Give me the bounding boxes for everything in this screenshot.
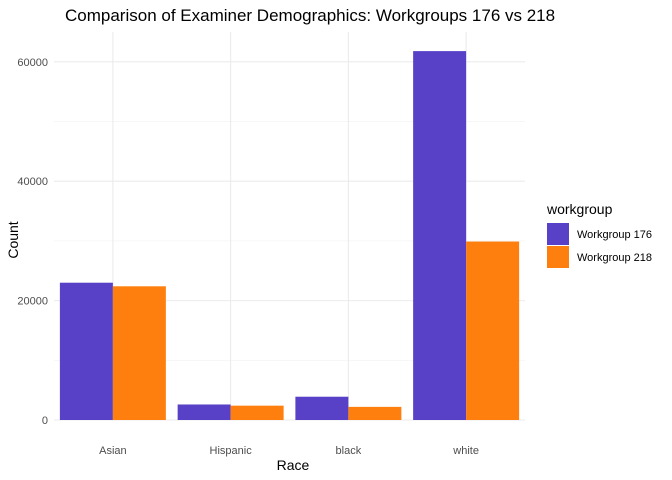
legend-swatch xyxy=(547,246,569,268)
legend-title: workgroup xyxy=(546,201,613,217)
bar xyxy=(230,405,284,420)
bar xyxy=(348,406,402,420)
y-tick-label: 20000 xyxy=(17,296,48,308)
bar xyxy=(413,51,467,421)
bar xyxy=(466,241,520,420)
bar xyxy=(177,404,231,420)
x-tick-label: Asian xyxy=(99,445,127,457)
y-axis-ticks: 0 20000 40000 60000 xyxy=(17,57,48,427)
y-tick-label: 60000 xyxy=(17,57,48,69)
y-tick-label: 40000 xyxy=(17,176,48,188)
bars xyxy=(59,51,520,421)
legend-label: Workgroup 176 xyxy=(577,229,652,241)
x-axis-ticks: Asian Hispanic black white xyxy=(99,445,479,457)
x-tick-label: black xyxy=(336,445,362,457)
chart-title: Comparison of Examiner Demographics: Wor… xyxy=(65,6,555,25)
y-tick-label: 0 xyxy=(42,415,48,427)
legend-swatch xyxy=(547,223,569,245)
x-axis-title: Race xyxy=(277,457,310,473)
x-tick-label: white xyxy=(452,445,479,457)
y-axis-title: Count xyxy=(5,221,21,258)
bar xyxy=(59,282,113,420)
legend: workgroup Workgroup 176 Workgroup 218 xyxy=(546,201,652,268)
bar xyxy=(295,396,349,420)
bar xyxy=(112,286,166,420)
x-tick-label: Hispanic xyxy=(210,445,253,457)
legend-label: Workgroup 218 xyxy=(577,252,652,264)
